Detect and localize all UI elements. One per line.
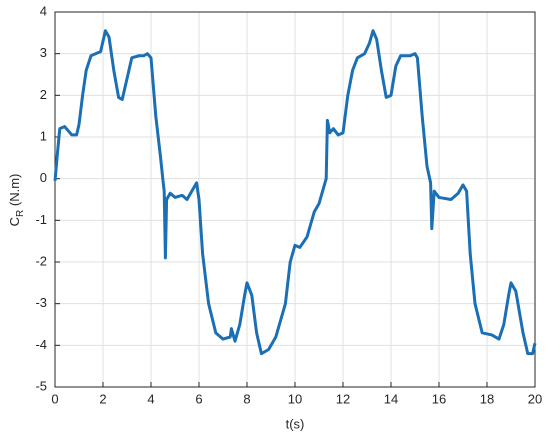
y-label-rest: (N.m): [7, 174, 22, 210]
data-line: [53, 29, 537, 356]
x-tick-label: 2: [99, 391, 106, 406]
x-tick-label: 16: [432, 391, 446, 406]
y-tick-label: 4: [40, 3, 47, 18]
y-label-main: C: [7, 217, 22, 226]
x-tick-label: 6: [195, 391, 202, 406]
x-tick-label: 10: [288, 391, 302, 406]
x-tick-label: 0: [51, 391, 58, 406]
axes-box: [54, 11, 536, 388]
y-tick-label: 3: [40, 45, 47, 60]
x-tick-label: 4: [147, 391, 154, 406]
y-tick-label: 2: [40, 87, 47, 102]
x-tick-label: 8: [243, 391, 250, 406]
y-axis-label: CR (N.m): [7, 174, 25, 227]
x-tick-label: 18: [480, 391, 494, 406]
x-tick-label: 20: [528, 391, 542, 406]
y-tick-label: 1: [40, 128, 47, 143]
y-tick-label: 0: [40, 170, 47, 185]
x-axis-label: t(s): [286, 416, 305, 431]
x-tick-label: 14: [384, 391, 398, 406]
y-tick-label: -4: [35, 337, 47, 352]
x-tick-label: 12: [336, 391, 350, 406]
y-tick-label: -3: [35, 295, 47, 310]
y-tick-label: -2: [35, 253, 47, 268]
y-label-sub: R: [15, 210, 26, 217]
y-tick-label: -5: [35, 378, 47, 393]
y-tick-label: -1: [35, 212, 47, 227]
